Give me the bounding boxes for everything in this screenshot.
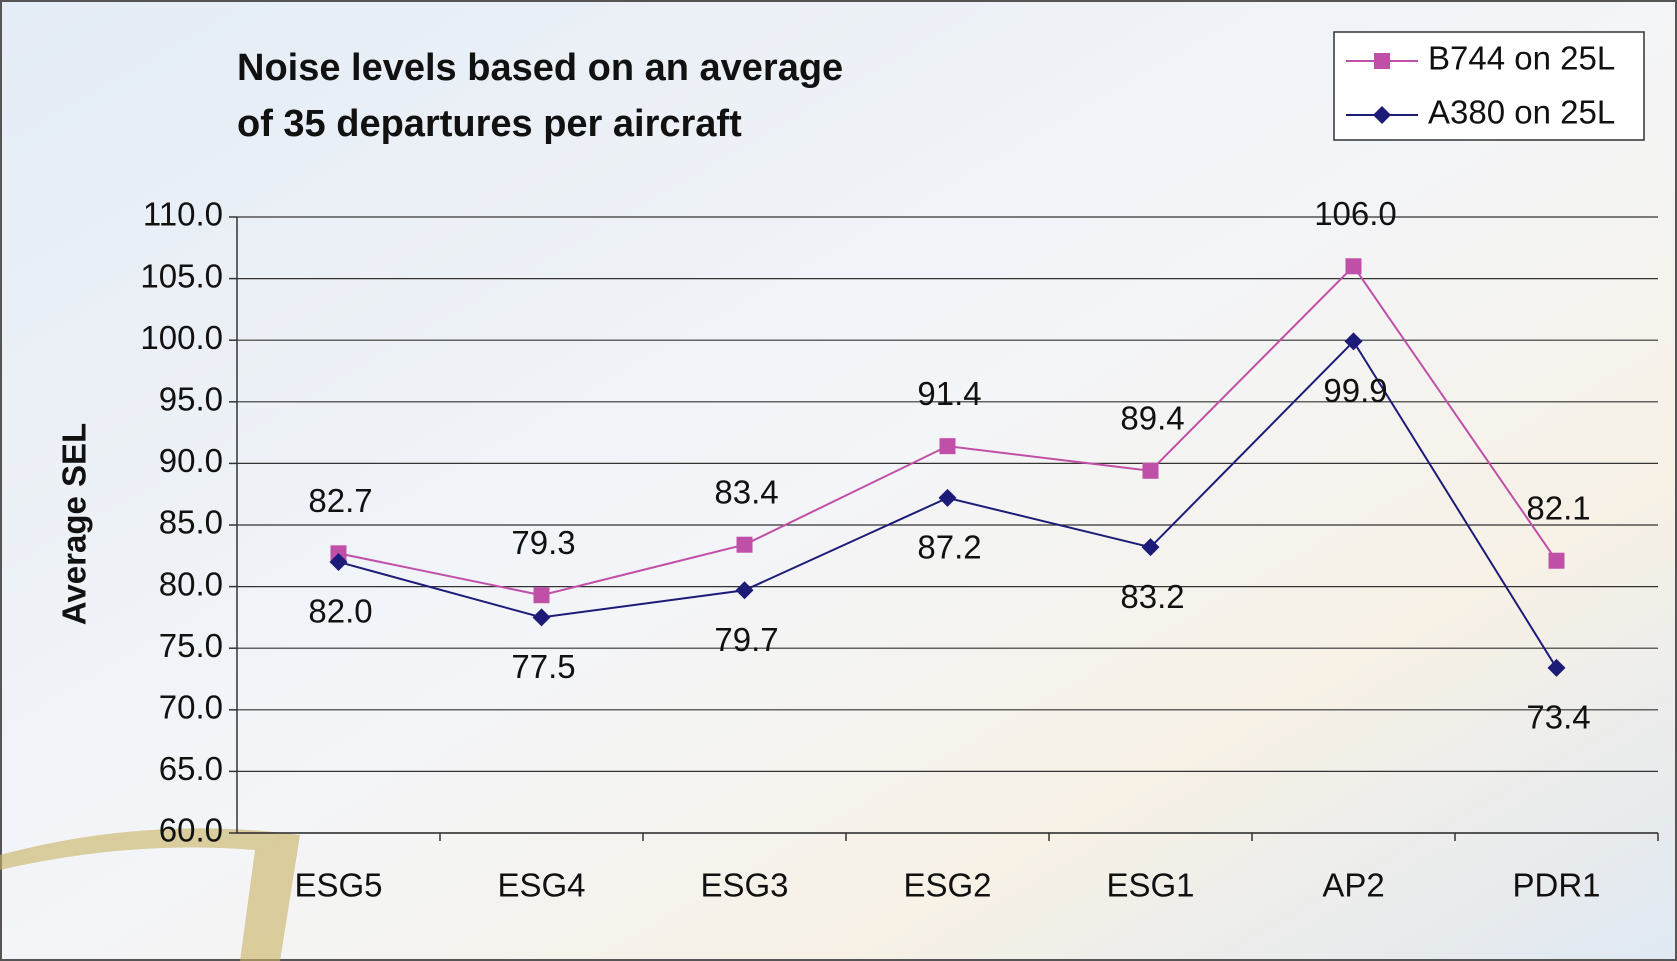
data-point — [1548, 552, 1565, 569]
data-label: 79.3 — [511, 524, 575, 561]
data-label: 99.9 — [1323, 372, 1387, 409]
legend-label: A380 on 25L — [1428, 94, 1615, 131]
legend — [1333, 31, 1645, 141]
chart-title: Noise levels based on an average — [237, 47, 843, 89]
legend-marker — [1373, 106, 1391, 124]
legend-marker — [1374, 53, 1390, 69]
data-label: 87.2 — [917, 529, 981, 566]
x-tick-label: ESG1 — [1106, 867, 1194, 904]
data-point — [938, 488, 957, 507]
data-point — [533, 587, 550, 604]
data-point — [736, 536, 753, 553]
data-label: 73.4 — [1526, 699, 1590, 736]
y-tick-label: 100.0 — [140, 319, 223, 356]
y-tick-label: 70.0 — [159, 689, 223, 726]
y-tick-label: 75.0 — [159, 627, 223, 664]
y-tick-label: 95.0 — [159, 381, 223, 418]
chart-title: of 35 departures per aircraft — [237, 103, 742, 145]
data-point — [1344, 332, 1363, 351]
y-axis-label: Average SEL — [56, 423, 93, 625]
data-point — [735, 581, 754, 600]
x-tick-label: ESG5 — [294, 867, 382, 904]
data-point — [1547, 658, 1566, 677]
decoration — [0, 828, 300, 961]
y-tick-label: 65.0 — [159, 750, 223, 787]
data-point — [1142, 462, 1159, 479]
data-point — [1141, 538, 1160, 557]
data-label: 83.4 — [714, 473, 778, 510]
data-label: 82.1 — [1526, 489, 1590, 526]
data-label: 91.4 — [917, 375, 981, 412]
data-point — [1345, 258, 1362, 275]
y-tick-label: 90.0 — [159, 442, 223, 479]
y-tick-label: 60.0 — [159, 812, 223, 849]
data-label: 89.4 — [1120, 400, 1184, 437]
x-tick-label: AP2 — [1322, 867, 1384, 904]
x-tick-label: ESG3 — [700, 867, 788, 904]
x-tick-label: ESG2 — [903, 867, 991, 904]
x-tick-label: PDR1 — [1512, 867, 1600, 904]
data-label: 82.0 — [308, 593, 372, 630]
data-label: 77.5 — [511, 648, 575, 685]
data-label: 83.2 — [1120, 578, 1184, 615]
data-label: 82.7 — [308, 482, 372, 519]
x-tick-label: ESG4 — [497, 867, 585, 904]
y-tick-label: 105.0 — [140, 257, 223, 294]
y-tick-label: 85.0 — [159, 504, 223, 541]
data-point — [329, 552, 348, 571]
y-tick-label: 80.0 — [159, 565, 223, 602]
legend-label: B744 on 25L — [1428, 40, 1615, 77]
data-label: 79.7 — [714, 621, 778, 658]
data-point — [939, 438, 956, 455]
data-label: 106.0 — [1314, 195, 1397, 232]
data-point — [532, 608, 551, 627]
y-tick-label: 110.0 — [143, 196, 223, 233]
